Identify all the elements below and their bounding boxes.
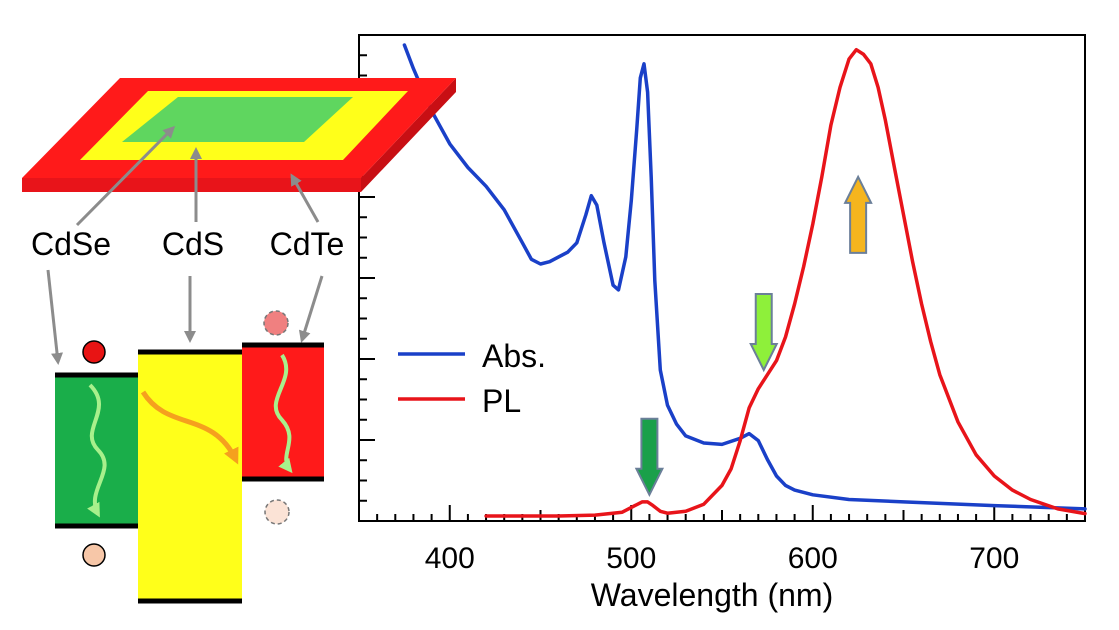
cdse-emission-arrow xyxy=(87,383,107,518)
label-cdte: CdTe xyxy=(270,226,345,262)
pointer-cdte xyxy=(290,173,320,223)
cdte-band xyxy=(242,345,324,479)
platelet-side-edge xyxy=(361,78,456,192)
legend-label-pl: PL xyxy=(482,383,521,419)
cds-transfer-arrow xyxy=(140,390,239,465)
hole-cdte-faded xyxy=(264,499,290,525)
legend-label-abs: Abs. xyxy=(482,338,546,374)
cdse-core xyxy=(122,97,353,142)
down-arrow-marker xyxy=(749,292,779,373)
pointer-cdte-band xyxy=(298,275,324,343)
label-cds: CdS xyxy=(162,226,224,262)
legend: Abs. PL xyxy=(398,338,546,419)
nanoplatelet-schematic: CdSe CdS CdTe xyxy=(22,78,456,604)
hole-cdse xyxy=(82,543,106,567)
series-layer xyxy=(402,43,1087,518)
x-axis-ticks: 400 500 600 700 xyxy=(358,505,1086,575)
plot-frame xyxy=(358,34,1086,522)
label-cdse: CdSe xyxy=(31,226,111,262)
down-arrow-marker xyxy=(634,417,665,498)
x-axis-label: Wavelength (nm) xyxy=(591,577,833,613)
x-tick-label: 500 xyxy=(606,542,656,575)
electron-cdte-faded xyxy=(263,310,289,336)
cds-band xyxy=(138,352,242,601)
platelet-front-edge xyxy=(22,178,361,192)
pointer-cdse xyxy=(75,125,176,227)
cdte-emission-arrow xyxy=(273,353,293,474)
chart: 400 500 600 700 Abs. PL Wavelength (nm) xyxy=(358,34,1087,613)
annotation-layer xyxy=(634,174,873,498)
series-line-abs xyxy=(402,43,1087,511)
x-tick-label: 400 xyxy=(425,542,475,575)
x-tick-label: 700 xyxy=(969,542,1019,575)
electron-cdse xyxy=(82,340,106,364)
x-tick-label: 600 xyxy=(788,542,838,575)
pointer-cdse-band xyxy=(46,269,63,365)
up-arrow-marker xyxy=(843,174,873,254)
series-line-pl xyxy=(484,47,1087,518)
